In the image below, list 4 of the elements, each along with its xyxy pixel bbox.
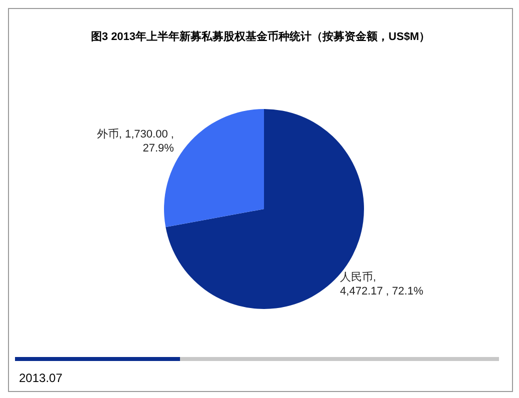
- text: 2013.07: [19, 371, 62, 385]
- chart-title: 图3 2013年上半年新募私募股权基金币种统计（按募资金额，US$M）: [90, 30, 432, 44]
- slice-label: 外币, 1,730.00 , 27.9%: [96, 127, 174, 154]
- slice-label: 人民币, 4,472.17 , 72.1%: [340, 270, 424, 298]
